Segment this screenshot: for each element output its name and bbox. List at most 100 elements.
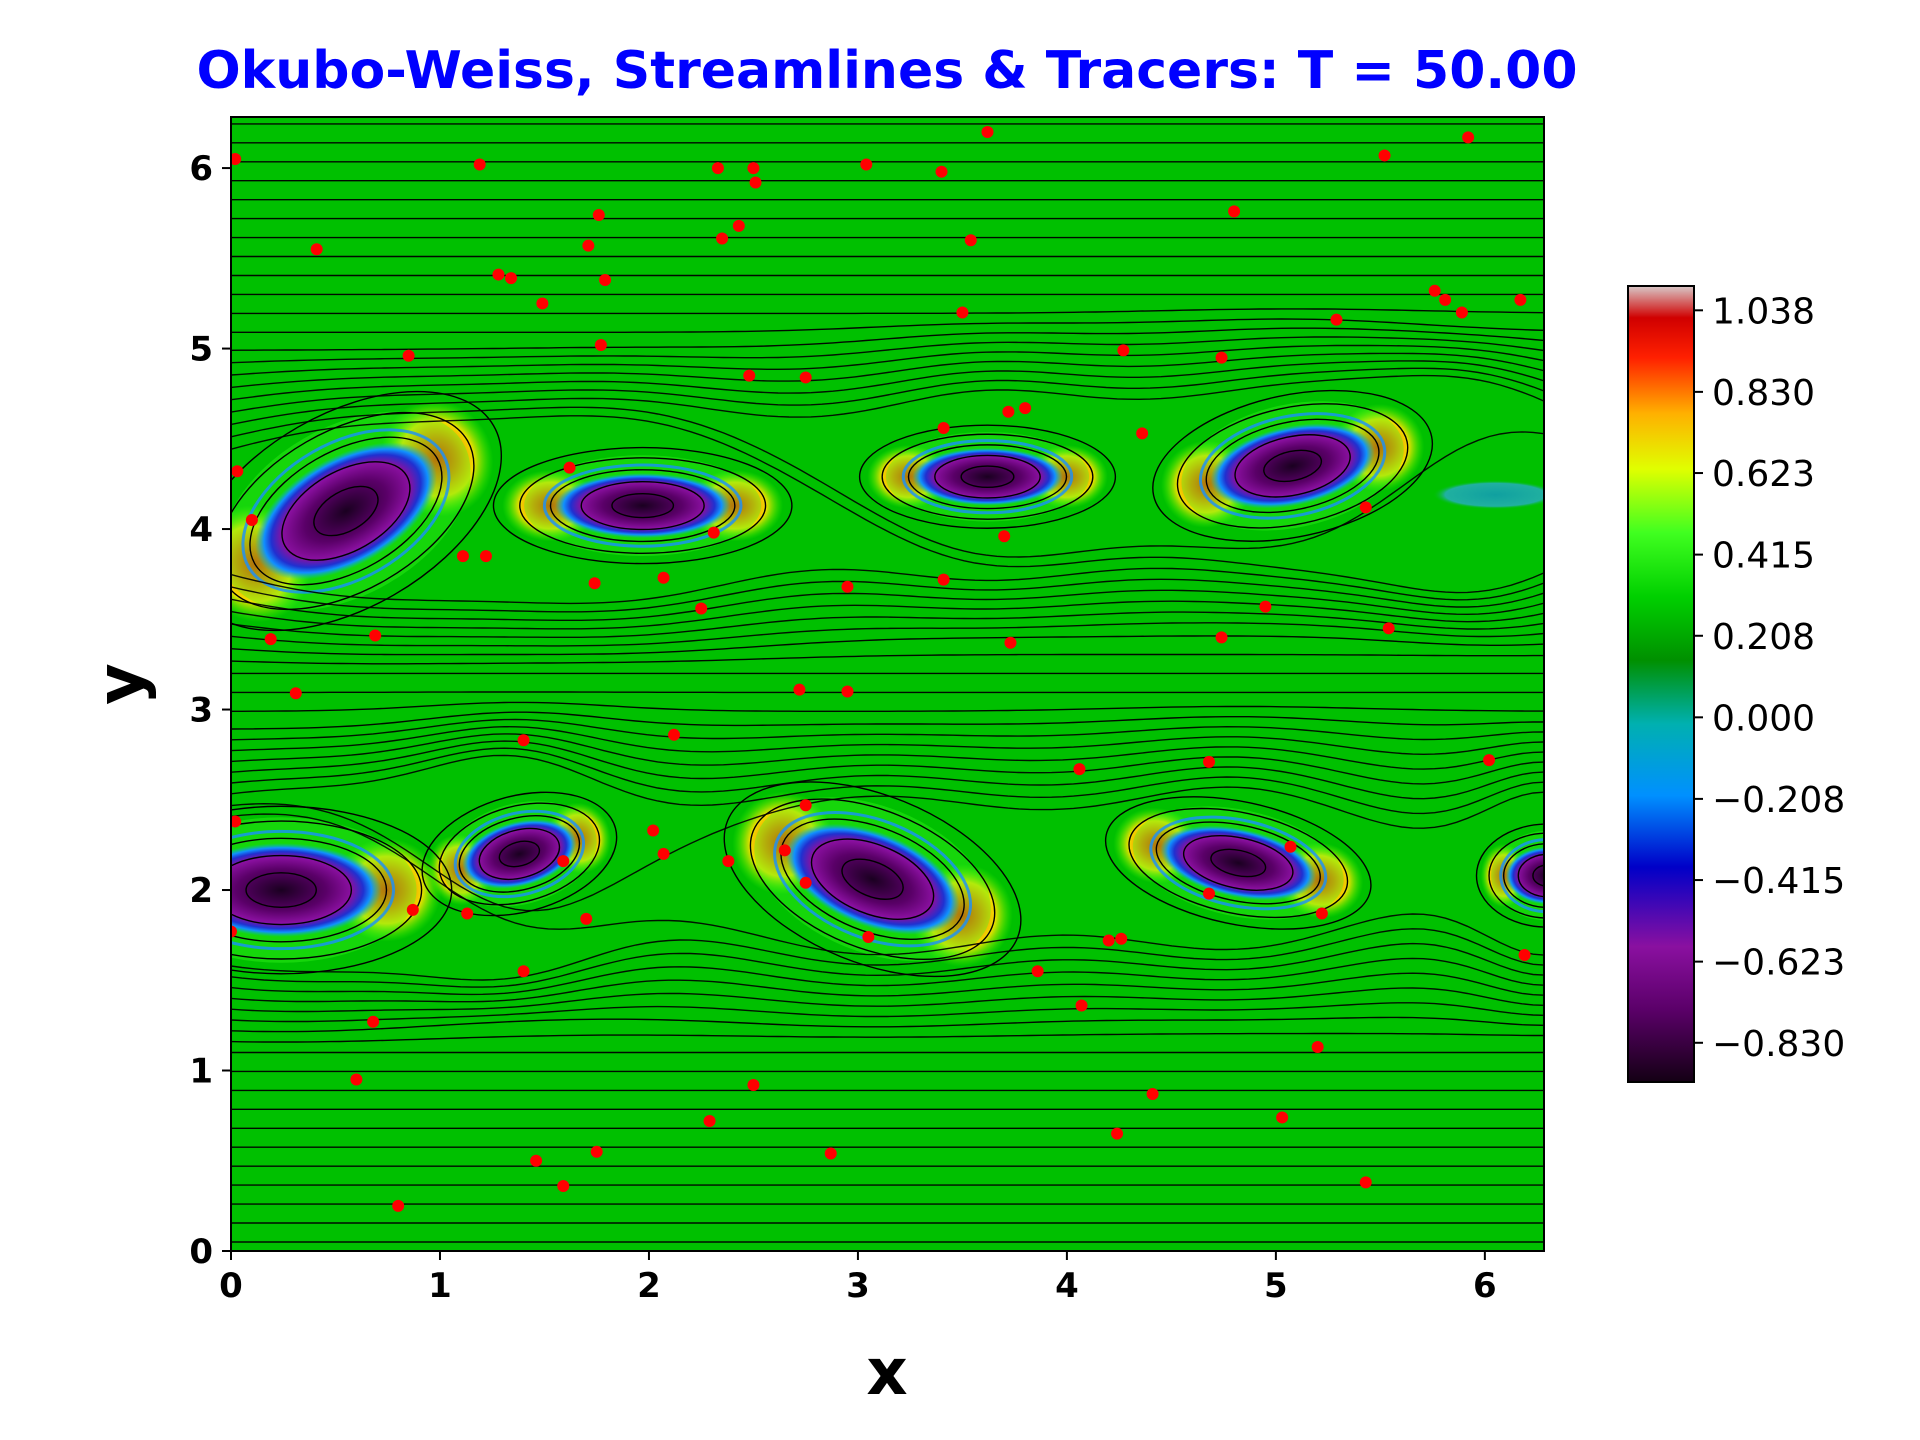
streamline <box>231 622 1544 647</box>
closed-streamline <box>960 465 1015 489</box>
closed-streamline <box>1205 418 1380 514</box>
closed-streamline <box>580 481 705 531</box>
streamline <box>231 754 1544 815</box>
tracer-point <box>310 243 323 256</box>
colorbar-tick-label: 0.830 <box>1712 373 1815 414</box>
tracer-point <box>557 855 570 868</box>
tracer-point <box>1203 887 1216 900</box>
tracer-point <box>1330 313 1343 326</box>
tracer-point <box>707 526 720 539</box>
tracer-point <box>592 209 605 222</box>
tracer-point <box>473 158 486 171</box>
tracer-point <box>367 1015 380 1028</box>
colorbar-tick-label: 0.623 <box>1712 454 1815 495</box>
streamline <box>231 308 1544 315</box>
closed-streamline <box>1532 864 1544 887</box>
tracer-point <box>841 580 854 593</box>
streamline <box>231 957 1544 996</box>
tracer-point <box>747 162 760 175</box>
tracer-point <box>1378 149 1391 162</box>
streamline <box>231 327 1544 351</box>
closed-streamline <box>780 818 965 940</box>
streamline <box>231 733 1544 770</box>
x-axis-label: x <box>866 1336 907 1410</box>
streamline <box>231 972 1544 1003</box>
closed-streamline <box>810 838 935 920</box>
tracer-point <box>1428 284 1441 297</box>
tracer-point <box>1228 205 1241 218</box>
streamline <box>231 415 1544 594</box>
streamline <box>231 701 1544 712</box>
field-background <box>231 117 1544 1251</box>
tracer-point <box>981 125 994 138</box>
streamline <box>231 711 1544 730</box>
tracer-point <box>1382 622 1395 635</box>
tracer-point <box>1455 306 1468 319</box>
closed-streamline <box>934 454 1041 499</box>
tracer-point <box>1004 636 1017 649</box>
tracer-point <box>747 1078 760 1091</box>
tracer-point <box>657 847 670 860</box>
closed-streamline <box>438 802 601 906</box>
closed-streamline <box>231 854 353 926</box>
streamline <box>231 611 1544 638</box>
closed-streamline <box>1234 434 1351 498</box>
streamline <box>231 352 1544 389</box>
streamline <box>231 1032 1544 1043</box>
tracer-point <box>1259 600 1272 613</box>
tracer-point <box>1359 501 1372 514</box>
tracer-point <box>793 683 806 696</box>
y-axis-ticks: 0 1 2 3 4 5 6 <box>189 149 231 1272</box>
streamline <box>231 336 1544 364</box>
closed-streamline <box>519 457 767 555</box>
streamline <box>231 747 1544 800</box>
strain-lobe <box>121 838 231 941</box>
x-axis-ticks: 0 1 2 3 4 5 6 <box>219 1251 1497 1306</box>
closed-streamline <box>749 798 996 960</box>
tracer-point <box>231 815 242 828</box>
tracer-point <box>1215 631 1228 644</box>
closed-streamline <box>1128 807 1349 919</box>
tracers <box>231 125 1531 1212</box>
y-axis-label: y <box>84 663 158 705</box>
streamline <box>231 928 1544 981</box>
streamline <box>231 567 1544 605</box>
closed-streamline <box>723 781 1022 978</box>
streamline <box>231 578 1544 613</box>
tracer-point <box>1276 1111 1289 1124</box>
streamline <box>231 344 1544 376</box>
closed-streamline <box>1263 449 1323 483</box>
x-tick-label: 6 <box>1473 1266 1497 1306</box>
tracer-point <box>1311 1041 1324 1054</box>
strain-lobe <box>1568 844 1614 908</box>
streamline <box>231 1016 1544 1033</box>
tracer-point <box>956 306 969 319</box>
vortex-ring <box>901 439 1074 515</box>
colorbar-gradient <box>1627 285 1695 1083</box>
tracer-point <box>402 349 415 362</box>
streamline <box>231 1002 1544 1023</box>
tracer-point <box>1483 754 1496 767</box>
closed-streamline <box>1475 823 1544 928</box>
tracer-point <box>1518 949 1531 962</box>
tracer-point <box>722 855 735 868</box>
tracer-point <box>732 219 745 232</box>
vortex-core <box>1505 846 1544 905</box>
x-tick-label: 0 <box>219 1266 243 1306</box>
closed-streamline <box>231 411 475 611</box>
y-tick-label: 5 <box>189 330 213 370</box>
tracer-point <box>799 799 812 812</box>
vortex-ring <box>453 809 586 899</box>
tracer-point <box>1111 1127 1124 1140</box>
tracer-point <box>937 421 950 434</box>
tracer-point <box>1315 907 1328 920</box>
tracer-point <box>536 297 549 310</box>
streamline <box>231 589 1544 621</box>
tracer-point <box>1359 1176 1372 1189</box>
tracer-point <box>964 234 977 247</box>
streamline <box>231 318 1544 333</box>
x-tick-label: 2 <box>637 1266 661 1306</box>
closed-streamline <box>881 433 1094 520</box>
vortex-core <box>231 843 382 937</box>
closed-streamline <box>245 872 317 908</box>
